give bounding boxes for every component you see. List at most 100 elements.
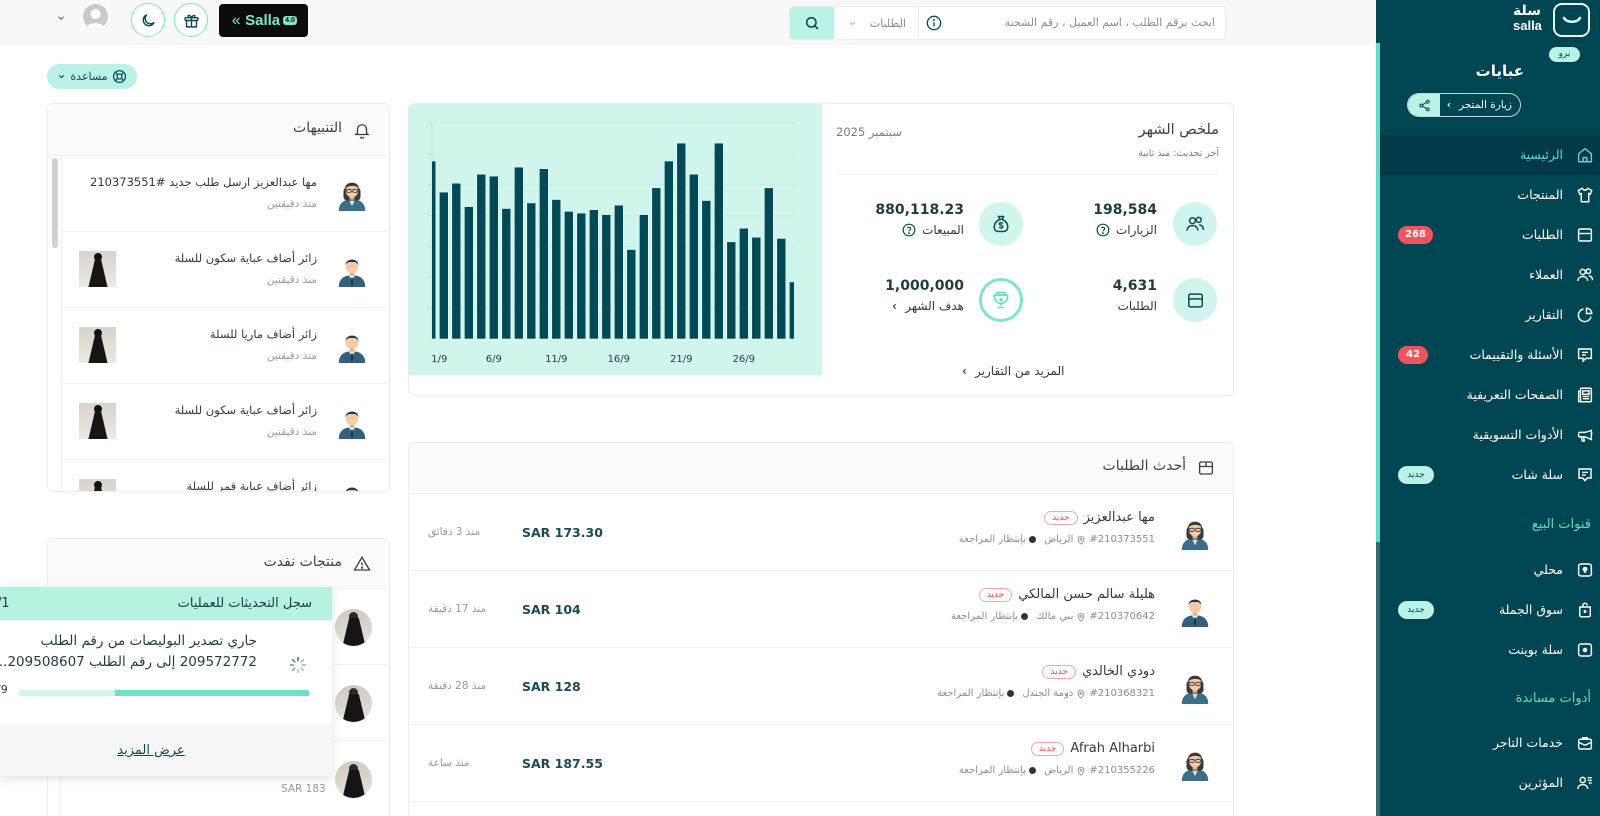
- users-icon: [1185, 214, 1205, 234]
- chart-bar[interactable]: [427, 160, 437, 340]
- sidebar-item-orders[interactable]: الطلبات 268: [1380, 215, 1600, 255]
- operations-log-counter: /1: [0, 596, 10, 611]
- user-menu-chevron-icon[interactable]: [56, 13, 66, 23]
- progress-fill: [114, 690, 309, 696]
- sidebar-item-reviews[interactable]: الأسئلة والتقييمات 42: [1380, 335, 1600, 375]
- notification-item[interactable]: زائر أضاف عباية سكون للسلة منذ دقيقتين: [62, 384, 389, 460]
- chart-bar[interactable]: [514, 166, 524, 340]
- notification-item[interactable]: زائر أضاف عباية قمر للسلة: [62, 460, 389, 492]
- salla-4-badge-button[interactable]: Salla 4.0: [219, 4, 308, 37]
- visit-store-button[interactable]: زيارة المتجر: [1445, 94, 1512, 116]
- help-circle-icon[interactable]: [902, 223, 916, 237]
- order-number: #210355226: [1089, 765, 1155, 776]
- chart-bar[interactable]: [688, 173, 699, 340]
- sidebar-item-customers[interactable]: العملاء: [1380, 255, 1600, 295]
- operations-log-title: سجل التحديثات للعمليات: [177, 596, 312, 611]
- chart-bar[interactable]: [713, 142, 724, 340]
- pages-icon: [1576, 386, 1594, 404]
- chart-bar[interactable]: [639, 214, 649, 340]
- help-menu-button[interactable]: مساعدة: [47, 64, 137, 89]
- help-circle-icon[interactable]: [1096, 223, 1110, 237]
- notification-item[interactable]: مها عبدالعزيز ارسل طلب جديد #210373551 م…: [62, 156, 389, 232]
- notification-item[interactable]: زائر أضاف عباية سكون للسلة منذ دقيقتين: [62, 232, 389, 308]
- sales-icon-circle: [979, 202, 1023, 246]
- sidebar-item-reports[interactable]: التقارير: [1380, 295, 1600, 335]
- chart-bar[interactable]: [501, 208, 512, 340]
- sidebar-scrollbar-thumb[interactable]: [1376, 43, 1380, 542]
- sidebar-item-label: سلة بوينت: [1508, 642, 1563, 657]
- notification-item[interactable]: زائر أضاف ماريا للسلة منذ دقيقتين: [62, 308, 389, 384]
- chart-bar[interactable]: [626, 249, 637, 340]
- product-thumbnail[interactable]: [79, 251, 116, 287]
- sidebar-item-home[interactable]: الرئيسية: [1380, 135, 1600, 175]
- chart-bar[interactable]: [738, 227, 749, 340]
- chart-bar[interactable]: [438, 191, 449, 340]
- more-reports-link[interactable]: المزيد من التقارير: [960, 364, 1064, 378]
- info-icon[interactable]: [926, 15, 942, 31]
- order-row[interactable]: هليلة سالم حسن المالكي جديد #210370642 ب…: [409, 571, 1233, 648]
- gift-button[interactable]: [174, 3, 208, 37]
- chart-bar[interactable]: [601, 214, 612, 340]
- chart-bar[interactable]: [589, 209, 599, 340]
- help-label: مساعدة: [70, 70, 108, 83]
- double-chevron-left-icon: [230, 15, 242, 27]
- order-row[interactable]: دودي الخالدي جديد #210368321 دومة الجندل…: [409, 648, 1233, 725]
- avatar-male: [1178, 592, 1212, 628]
- view-more-link[interactable]: عرض المزيد: [117, 743, 185, 758]
- search-scope-select[interactable]: الطلبات: [834, 7, 919, 39]
- chart-bar[interactable]: [776, 238, 787, 340]
- chart-bar[interactable]: [539, 168, 549, 340]
- avatar-male: [335, 481, 369, 492]
- avatar-female: [1178, 515, 1212, 551]
- order-row[interactable]: مها عبدالعزيز جديد #210373551 الرياض بإن…: [409, 494, 1233, 571]
- dark-mode-button[interactable]: [131, 3, 165, 37]
- sidebar-item-marketing[interactable]: الأدوات التسويقية: [1380, 415, 1600, 455]
- order-row[interactable]: Afrah Alharbi جديد #210355226 الرياض بإن…: [409, 725, 1233, 802]
- order-customer: دودي الخالدي جديد: [1042, 664, 1155, 679]
- chart-x-tick-label: 16/9: [608, 354, 630, 365]
- goal-link[interactable]: هدف الشهر: [890, 299, 964, 313]
- new-badge: جديد: [1030, 741, 1065, 756]
- chart-x-tick-label: 26/9: [733, 354, 755, 365]
- chart-bar[interactable]: [551, 199, 562, 340]
- chart-bar[interactable]: [463, 206, 474, 340]
- chart-bar[interactable]: [489, 175, 499, 340]
- sidebar-item-merchant-services[interactable]: خدمات التاجر: [1380, 723, 1600, 763]
- chart-bar[interactable]: [763, 187, 774, 340]
- chart-bar[interactable]: [526, 202, 537, 340]
- chart-bar[interactable]: [788, 281, 798, 340]
- chart-bar[interactable]: [564, 211, 574, 340]
- sidebar-item-pages[interactable]: الصفحات التعريفية: [1380, 375, 1600, 415]
- product-thumbnail[interactable]: [79, 403, 116, 439]
- chart-bar[interactable]: [751, 236, 762, 340]
- chart-bar[interactable]: [451, 182, 462, 340]
- search-button[interactable]: [790, 7, 834, 39]
- order-meta: #210370642 بني مالك بإنتظار المراجعة: [951, 611, 1155, 622]
- sidebar-item-salla-chat[interactable]: سلة شات جديد: [1380, 455, 1600, 495]
- sidebar-item-products[interactable]: المنتجات: [1380, 175, 1600, 215]
- chart-bar[interactable]: [676, 142, 687, 340]
- salla-logo-icon[interactable]: [1553, 3, 1590, 37]
- chart-bar[interactable]: [576, 212, 587, 340]
- order-meta: #210368321 دومة الجندل بإنتظار المراجعة: [937, 688, 1155, 699]
- chart-bar[interactable]: [664, 160, 674, 340]
- chart-bar[interactable]: [476, 173, 487, 340]
- share-store-button[interactable]: [1408, 94, 1440, 116]
- sidebar-item-influencers[interactable]: المؤثرين: [1380, 763, 1600, 803]
- sidebar-item-wholesale[interactable]: سوق الجملة جديد: [1380, 590, 1600, 630]
- chart-bar[interactable]: [651, 187, 662, 340]
- count-badge: 42: [1398, 346, 1428, 364]
- notifications-scrollbar[interactable]: [52, 158, 58, 248]
- order-amount: SAR 187.55: [522, 756, 603, 771]
- chart-bar[interactable]: [701, 200, 712, 340]
- sidebar-item-local-store[interactable]: محلي: [1380, 550, 1600, 590]
- sidebar-item-salla-point[interactable]: سلة بوينت: [1380, 630, 1600, 670]
- search-input[interactable]: ابحث برقم الطلب ، اسم العميل ، رقم الشحن…: [1004, 16, 1215, 29]
- user-avatar[interactable]: [83, 4, 108, 29]
- product-thumbnail[interactable]: [79, 479, 116, 491]
- chart-bar[interactable]: [726, 241, 737, 340]
- chart-bar[interactable]: [614, 204, 624, 340]
- out-of-stock-item[interactable]: SAR 183: [61, 741, 389, 816]
- product-thumbnail[interactable]: [79, 327, 116, 363]
- product-image: [335, 761, 372, 798]
